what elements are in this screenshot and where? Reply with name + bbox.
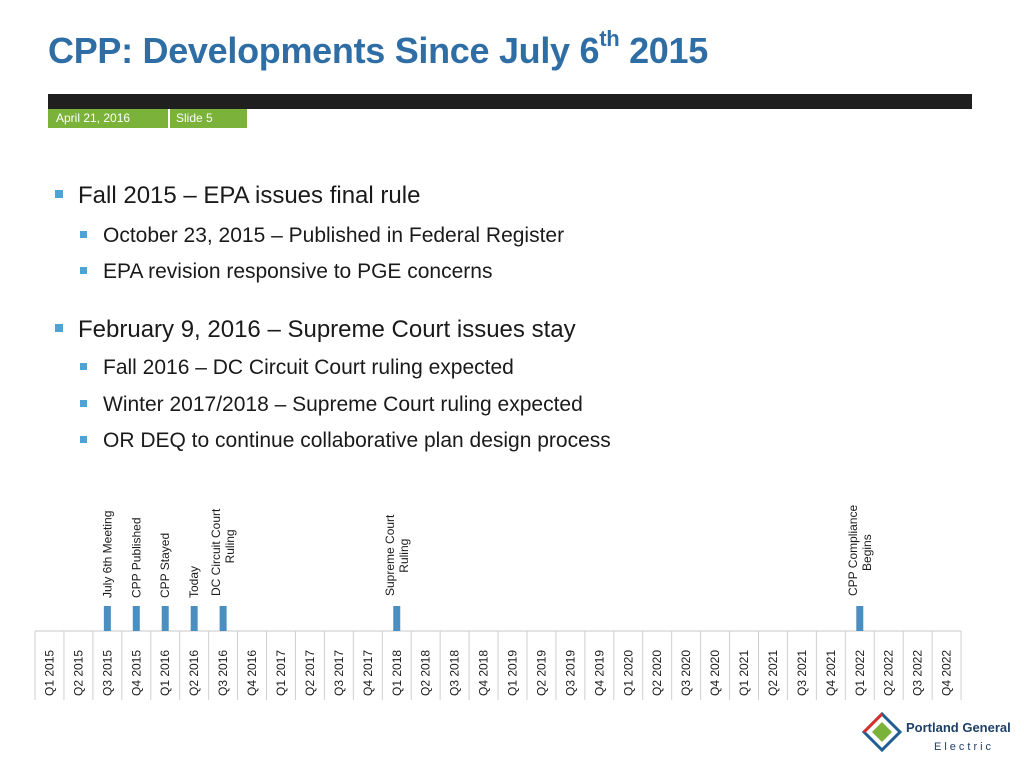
- quarter-label: Q1 2020: [621, 650, 635, 696]
- portland-general-electric-logo: Portland General Electric: [861, 711, 1011, 753]
- quarter-label: Q4 2022: [940, 650, 954, 696]
- milestone-label: DC Circuit Court: [209, 508, 223, 596]
- milestone-label: Ruling: [397, 539, 411, 573]
- quarter-label: Q4 2021: [824, 650, 838, 696]
- sub-bullet-marker: [80, 363, 87, 370]
- milestone-label: CPP Stayed: [158, 533, 172, 598]
- milestone-label: CPP Compliance: [846, 505, 860, 596]
- quarter-label: Q2 2022: [882, 650, 896, 696]
- quarter-label: Q3 2018: [448, 650, 462, 696]
- milestone-bar: [103, 606, 111, 631]
- quarter-label: Q4 2017: [361, 650, 375, 696]
- quarter-label: Q1 2017: [274, 650, 288, 696]
- milestone-bar: [190, 606, 198, 631]
- footer-band: [48, 109, 247, 128]
- milestone-label: CPP Published: [129, 518, 143, 599]
- quarter-label: Q3 2022: [911, 650, 925, 696]
- quarter-label: Q2 2021: [766, 650, 780, 696]
- sub-bullet-item: October 23, 2015 – Published in Federal …: [103, 224, 565, 247]
- quarter-label: Q4 2019: [592, 650, 606, 696]
- quarter-label: Q4 2018: [477, 650, 491, 696]
- title-underline-bar: [48, 94, 972, 109]
- quarter-label: Q3 2017: [332, 650, 346, 696]
- footer-divider: [168, 109, 170, 128]
- sub-bullet-marker: [80, 231, 87, 238]
- sub-bullet-marker: [80, 400, 87, 407]
- milestone-label: Supreme Court: [383, 514, 397, 596]
- quarter-label: Q2 2019: [534, 650, 548, 696]
- milestone-label: Today: [187, 566, 201, 598]
- bullet-item: Fall 2015 – EPA issues final rule: [78, 182, 421, 209]
- milestone-bar: [856, 606, 864, 631]
- sub-bullet-item: OR DEQ to continue collaborative plan de…: [103, 429, 611, 452]
- milestone-bar: [132, 606, 140, 631]
- quarter-label: Q1 2021: [737, 650, 751, 696]
- sub-bullet-marker: [80, 267, 87, 274]
- pge-logo-mark: [861, 711, 903, 753]
- slide-date: April 21, 2016: [56, 111, 131, 125]
- sub-bullet-item: EPA revision responsive to PGE concerns: [103, 260, 493, 283]
- milestone-label: Ruling: [223, 529, 237, 563]
- sub-bullet-marker: [80, 436, 87, 443]
- sub-bullet-item: Fall 2016 – DC Circuit Court ruling expe…: [103, 356, 514, 379]
- bullet-marker: [55, 324, 63, 332]
- milestone-label: July 6th Meeting: [100, 511, 114, 598]
- bullet-item: February 9, 2016 – Supreme Court issues …: [78, 316, 576, 343]
- quarter-label: Q4 2015: [129, 650, 143, 696]
- quarter-label: Q3 2020: [679, 650, 693, 696]
- quarter-label: Q4 2016: [245, 650, 259, 696]
- milestone-label: Begins: [860, 534, 874, 571]
- quarter-label: Q4 2020: [708, 650, 722, 696]
- milestone-bar: [393, 606, 401, 631]
- quarter-label: Q3 2016: [216, 650, 230, 696]
- quarter-label: Q2 2020: [650, 650, 664, 696]
- quarter-label: Q1 2018: [390, 650, 404, 696]
- quarter-label: Q2 2016: [187, 650, 201, 696]
- quarter-label: Q3 2019: [563, 650, 577, 696]
- quarter-label: Q1 2015: [42, 650, 56, 696]
- logo-line2: Electric: [934, 741, 994, 753]
- quarter-label: Q2 2018: [419, 650, 433, 696]
- slide-title: CPP: Developments Since July 6th 2015: [48, 26, 708, 72]
- quarter-label: Q2 2017: [303, 650, 317, 696]
- bullet-marker: [55, 190, 63, 198]
- quarter-label: Q3 2015: [100, 650, 114, 696]
- quarter-label: Q1 2019: [506, 650, 520, 696]
- slide-number: Slide 5: [176, 111, 213, 125]
- quarter-label: Q3 2021: [795, 650, 809, 696]
- milestone-bar: [219, 606, 227, 631]
- milestone-bar: [161, 606, 169, 631]
- sub-bullet-item: Winter 2017/2018 – Supreme Court ruling …: [103, 393, 583, 416]
- quarter-label: Q1 2022: [853, 650, 867, 696]
- quarter-label: Q1 2016: [158, 650, 172, 696]
- quarter-label: Q2 2015: [71, 650, 85, 696]
- logo-line1: Portland General: [906, 720, 1011, 735]
